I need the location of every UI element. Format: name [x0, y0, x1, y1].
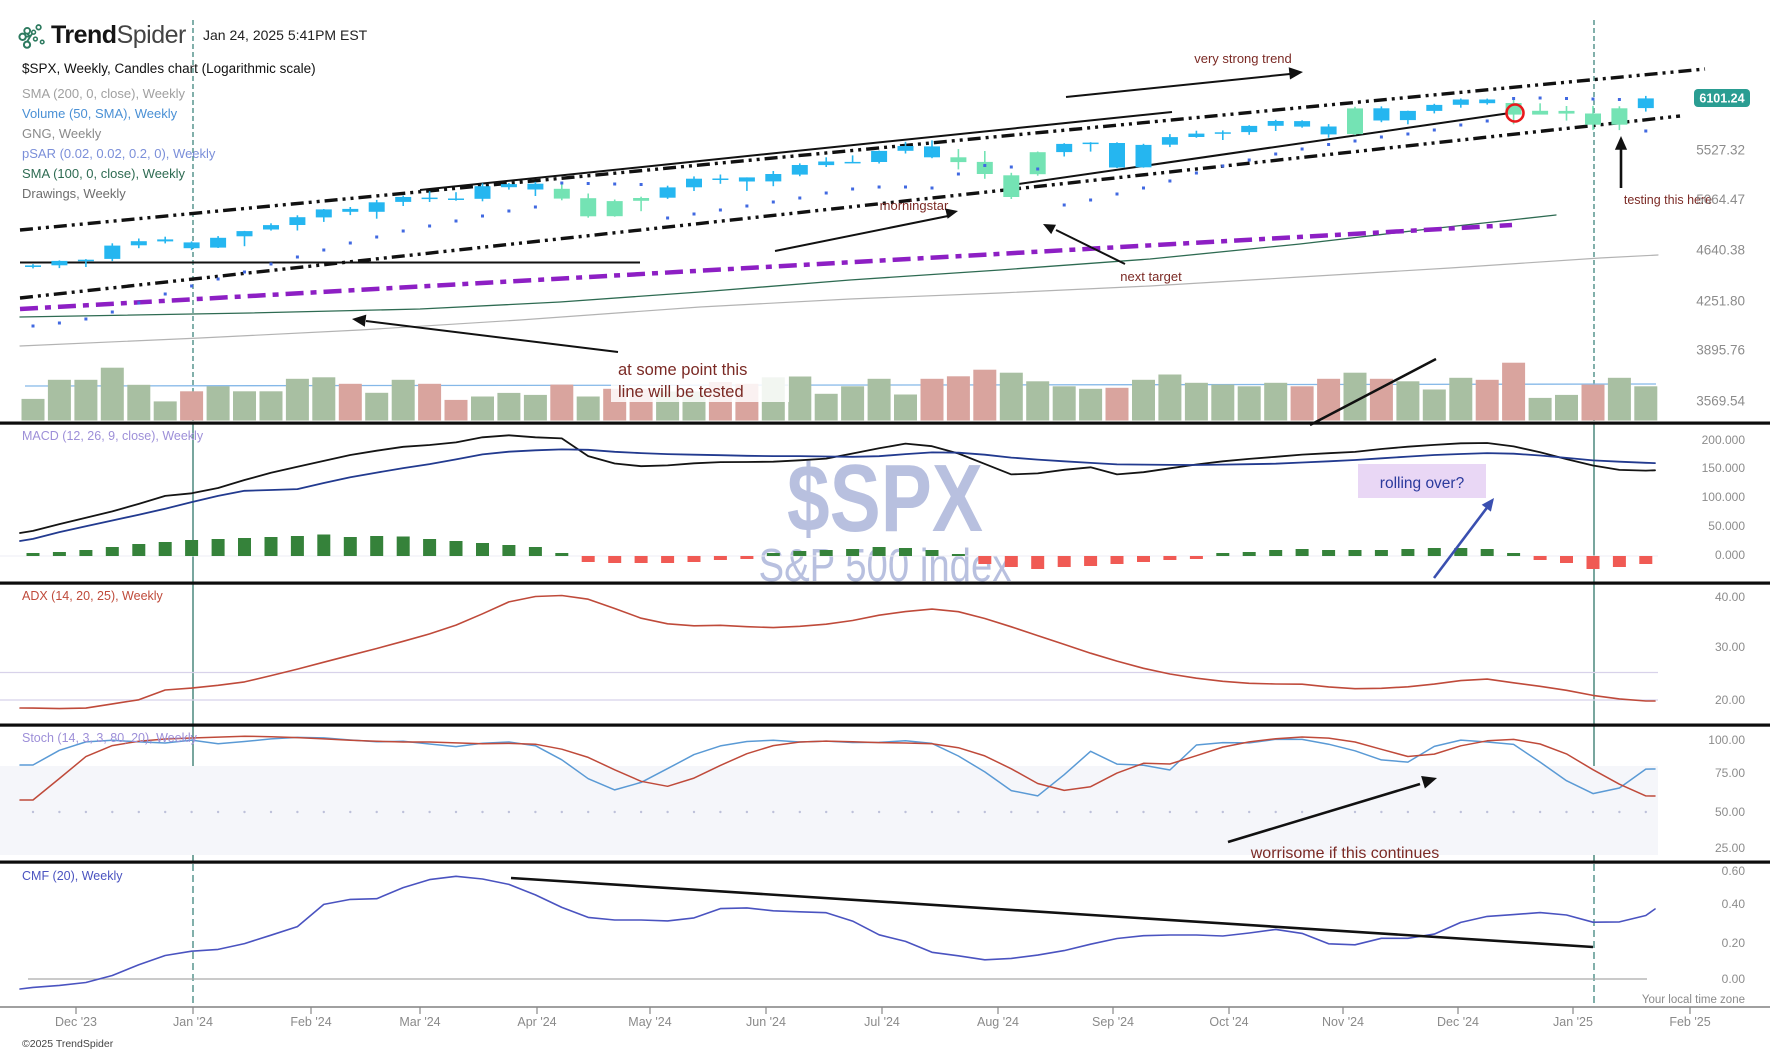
svg-text:0.40: 0.40	[1722, 897, 1746, 911]
svg-text:50.000: 50.000	[1708, 519, 1745, 533]
svg-text:SMA (100, 0, close), Weekly: SMA (100, 0, close), Weekly	[22, 166, 186, 181]
svg-text:May '24: May '24	[628, 1015, 671, 1029]
svg-text:Jan '24: Jan '24	[173, 1015, 213, 1029]
svg-text:line will be tested: line will be tested	[618, 383, 744, 401]
svg-text:3895.76: 3895.76	[1696, 343, 1745, 358]
svg-text:4251.80: 4251.80	[1696, 294, 1745, 309]
svg-text:50.00: 50.00	[1715, 805, 1745, 819]
svg-text:worrisome if this continues: worrisome if this continues	[1250, 845, 1440, 862]
svg-text:Jan '25: Jan '25	[1553, 1015, 1593, 1029]
svg-text:25.00: 25.00	[1715, 841, 1745, 855]
svg-text:morningstar: morningstar	[880, 198, 949, 213]
svg-text:4640.38: 4640.38	[1696, 243, 1745, 258]
svg-text:40.00: 40.00	[1715, 590, 1745, 604]
svg-text:$SPX: $SPX	[787, 445, 983, 552]
svg-text:©2025 TrendSpider: ©2025 TrendSpider	[22, 1038, 114, 1050]
svg-text:$SPX, Weekly, Candles chart (L: $SPX, Weekly, Candles chart (Logarithmic…	[22, 61, 316, 76]
svg-text:20.00: 20.00	[1715, 693, 1745, 707]
svg-text:100.000: 100.000	[1702, 490, 1746, 504]
svg-text:30.00: 30.00	[1715, 640, 1745, 654]
svg-text:TrendSpider: TrendSpider	[51, 21, 186, 49]
svg-text:Sep '24: Sep '24	[1092, 1015, 1134, 1029]
svg-text:Nov '24: Nov '24	[1322, 1015, 1364, 1029]
svg-text:Your local time zone: Your local time zone	[1642, 994, 1745, 1006]
svg-text:Oct '24: Oct '24	[1209, 1015, 1248, 1029]
svg-text:Feb '24: Feb '24	[290, 1015, 331, 1029]
svg-text:Stoch (14, 3, 3, 80, 20), Week: Stoch (14, 3, 3, 80, 20), Weekly	[22, 731, 198, 745]
svg-text:S&P 500 index: S&P 500 index	[759, 539, 1012, 591]
svg-text:MACD (12, 26, 9, close), Weekl: MACD (12, 26, 9, close), Weekly	[22, 429, 204, 443]
svg-text:Feb '25: Feb '25	[1669, 1015, 1710, 1029]
svg-text:Volume (50, SMA), Weekly: Volume (50, SMA), Weekly	[22, 106, 178, 121]
svg-text:0.00: 0.00	[1722, 972, 1746, 986]
svg-text:rolling over?: rolling over?	[1380, 475, 1465, 492]
svg-text:Jul '24: Jul '24	[864, 1015, 900, 1029]
svg-text:CMF (20), Weekly: CMF (20), Weekly	[22, 869, 123, 883]
svg-text:200.000: 200.000	[1702, 433, 1746, 447]
svg-text:at some point this: at some point this	[618, 361, 747, 379]
svg-text:Drawings, Weekly: Drawings, Weekly	[22, 186, 126, 201]
svg-text:GNG, Weekly: GNG, Weekly	[22, 126, 102, 141]
svg-text:150.000: 150.000	[1702, 461, 1746, 475]
svg-text:3569.54: 3569.54	[1696, 394, 1745, 409]
svg-text:SMA (200, 0, close), Weekly: SMA (200, 0, close), Weekly	[22, 86, 186, 101]
svg-text:Aug '24: Aug '24	[977, 1015, 1019, 1029]
svg-text:Jun '24: Jun '24	[746, 1015, 786, 1029]
svg-text:0.20: 0.20	[1722, 936, 1746, 950]
svg-text:5064.47: 5064.47	[1696, 192, 1745, 207]
svg-text:Apr '24: Apr '24	[517, 1015, 556, 1029]
svg-text:5527.32: 5527.32	[1696, 143, 1745, 158]
svg-text:75.00: 75.00	[1715, 766, 1745, 780]
svg-text:ADX (14, 20, 25), Weekly: ADX (14, 20, 25), Weekly	[22, 589, 164, 603]
svg-text:6101.24: 6101.24	[1699, 92, 1744, 106]
svg-text:next target: next target	[1120, 269, 1182, 284]
svg-text:Jan 24, 2025 5:41PM EST: Jan 24, 2025 5:41PM EST	[203, 27, 368, 43]
svg-text:100.00: 100.00	[1708, 733, 1745, 747]
svg-text:0.60: 0.60	[1722, 864, 1746, 878]
svg-text:very strong trend: very strong trend	[1194, 51, 1292, 66]
svg-text:Dec '24: Dec '24	[1437, 1015, 1479, 1029]
svg-text:0.000: 0.000	[1715, 548, 1745, 562]
svg-text:Dec '23: Dec '23	[55, 1015, 97, 1029]
svg-text:pSAR (0.02, 0.02, 0.2, 0), Wee: pSAR (0.02, 0.02, 0.2, 0), Weekly	[22, 146, 216, 161]
svg-text:Mar '24: Mar '24	[399, 1015, 440, 1029]
